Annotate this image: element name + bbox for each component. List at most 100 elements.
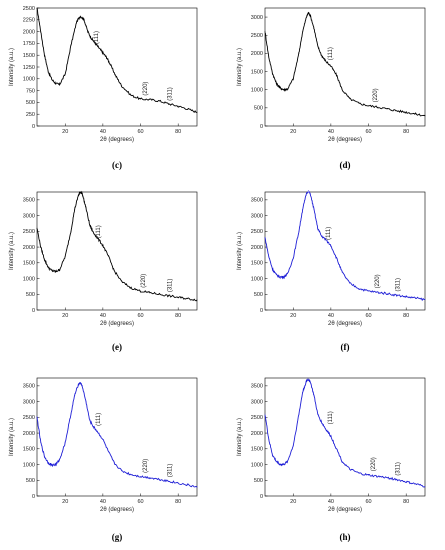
data-point	[110, 64, 111, 66]
data-point	[113, 270, 115, 272]
x-tick-label: 60	[365, 129, 371, 135]
peak-label: (111)	[94, 31, 100, 44]
x-tick-label: 60	[365, 313, 371, 319]
data-point	[140, 476, 141, 477]
data-point	[121, 470, 123, 472]
data-point	[51, 79, 53, 81]
y-axis-title: Intensity (a.u.)	[9, 418, 15, 456]
data-point	[70, 45, 72, 47]
data-point	[396, 479, 398, 481]
y-tick-label: 1000	[23, 462, 35, 468]
y-tick-label: 2250	[23, 18, 35, 24]
panel-label: (c)	[112, 160, 122, 170]
y-tick-label: 3000	[251, 15, 263, 21]
xrd-series-line	[264, 191, 425, 302]
y-axis-title: Intensity (a.u.)	[9, 232, 15, 270]
x-tick-label: 80	[175, 313, 181, 319]
data-point	[283, 276, 285, 278]
y-tick-label: 1500	[23, 261, 35, 267]
x-axis-title: 2θ (degrees)	[100, 321, 134, 327]
plot-frame	[36, 191, 198, 311]
data-point	[78, 194, 79, 196]
data-point	[96, 431, 98, 432]
data-point	[321, 54, 322, 56]
data-point	[307, 190, 309, 191]
data-point	[275, 82, 277, 84]
xrd-series-line	[36, 382, 198, 488]
data-point	[196, 299, 198, 301]
data-point	[424, 486, 426, 487]
y-tick-label: 750	[26, 88, 35, 94]
data-point	[70, 230, 72, 232]
y-tick-label: 500	[254, 292, 263, 298]
data-point	[40, 442, 42, 443]
data-point	[40, 31, 42, 32]
y-tick-label: 500	[254, 106, 263, 112]
y-tick-label: 0	[260, 124, 263, 130]
xrd-panel-e: 0 500 1000 1500 2000 2500 3000 3500 20 40 60 80 2θ (…	[9, 190, 198, 352]
data-point	[106, 57, 108, 58]
x-tick-label: 80	[175, 499, 181, 505]
panel-label: (g)	[112, 532, 123, 542]
data-point	[85, 207, 87, 209]
y-tick-label: 1500	[251, 447, 263, 453]
y-tick-label: 2000	[251, 51, 263, 57]
data-point	[113, 462, 115, 464]
data-point	[415, 297, 416, 299]
data-point	[330, 245, 332, 246]
data-point	[36, 7, 38, 9]
y-tick-label: 2500	[251, 229, 263, 235]
data-point	[424, 299, 426, 301]
data-point	[40, 246, 42, 248]
data-point	[76, 21, 77, 23]
y-tick-label: 1000	[251, 276, 263, 282]
data-point	[324, 60, 326, 62]
y-tick-label: 3500	[251, 384, 263, 390]
data-point	[287, 460, 288, 462]
y-axis-title: Intensity (a.u.)	[237, 232, 243, 270]
data-point	[298, 230, 300, 232]
x-tick-label: 60	[137, 313, 143, 319]
y-tick-label: 500	[254, 478, 263, 484]
y-tick-label: 0	[32, 124, 35, 130]
data-point	[168, 103, 170, 105]
data-point	[298, 413, 300, 415]
data-point	[405, 111, 407, 113]
data-point	[324, 427, 326, 429]
x-axis-title: 2θ (degrees)	[328, 507, 362, 513]
data-point	[298, 52, 300, 54]
data-point	[324, 238, 326, 240]
data-point	[272, 268, 273, 270]
data-point	[368, 474, 369, 476]
y-tick-label: 0	[32, 308, 35, 314]
data-point	[79, 382, 81, 384]
panel-label: (e)	[112, 342, 122, 352]
data-point	[87, 31, 89, 32]
data-point	[264, 31, 266, 32]
data-point	[396, 110, 398, 112]
data-point	[275, 460, 277, 462]
y-tick-label: 3500	[23, 384, 35, 390]
data-point	[341, 271, 343, 273]
y-tick-label: 0	[260, 494, 263, 500]
data-point	[307, 12, 309, 14]
data-point	[55, 271, 57, 273]
plot-frame	[264, 191, 426, 311]
data-point	[341, 460, 343, 462]
data-point	[368, 290, 369, 292]
data-point	[187, 108, 188, 110]
data-point	[121, 281, 123, 283]
data-point	[287, 273, 288, 275]
y-axis-title: Intensity (a.u.)	[237, 48, 243, 86]
data-point	[83, 19, 85, 21]
y-tick-label: 3500	[251, 198, 263, 204]
data-point	[377, 476, 379, 477]
data-point	[81, 385, 83, 387]
peak-label: (220)	[141, 274, 147, 288]
peak-label: (311)	[168, 464, 174, 478]
plot-frame	[36, 7, 198, 127]
data-point	[279, 87, 281, 89]
data-point	[386, 293, 388, 295]
xrd-panel-f: 0 500 1000 1500 2000 2500 3000 3500 20 40 60 80 2θ (…	[237, 190, 426, 352]
data-point	[275, 274, 277, 276]
